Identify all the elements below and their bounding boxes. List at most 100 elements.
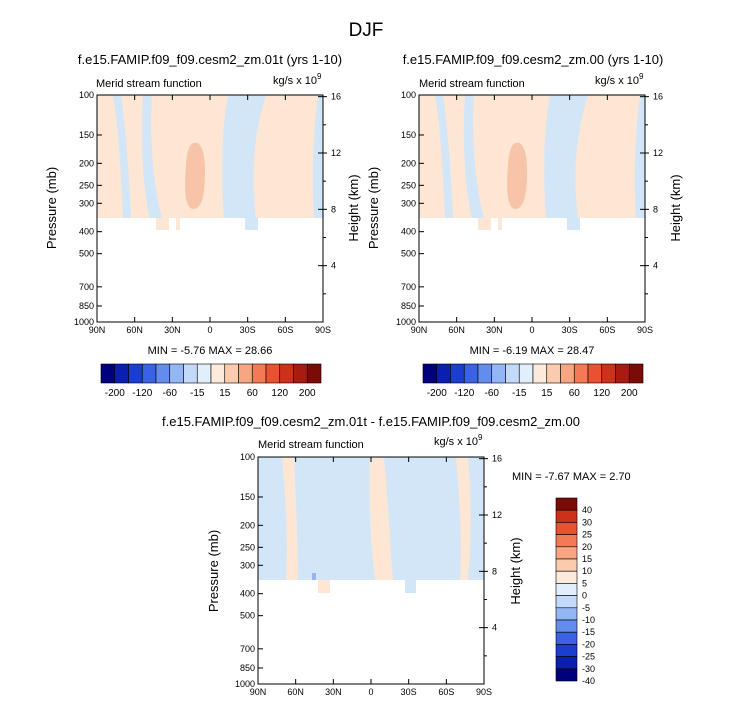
y-tick-label: 400 xyxy=(240,589,255,599)
y-tick-label: 150 xyxy=(240,492,255,502)
panel-2-units-base: kg/s x 10 xyxy=(595,75,639,87)
colorbar-label: 15 xyxy=(582,554,592,564)
colorbar-swatch xyxy=(169,363,184,384)
colorbar-swatch xyxy=(114,363,129,384)
contour-region-c-neg2 xyxy=(312,573,316,580)
contour-region-c-neg1 xyxy=(245,218,258,230)
colorbar-swatch xyxy=(155,363,171,384)
panel-3-plot: 90N 60N 30N 0 30S 60S 90S 100 150 200 250 300 400 500… xyxy=(235,452,502,697)
y-tick-label: 850 xyxy=(79,301,94,311)
colorbar-label: 20 xyxy=(582,542,592,552)
colorbar-swatch xyxy=(491,363,506,384)
colorbar-swatch xyxy=(210,363,226,384)
y-tick-label: 850 xyxy=(401,301,416,311)
colorbar-swatch xyxy=(183,363,198,384)
y-tick-label: 250 xyxy=(79,180,94,190)
contour-region-c-neg1 xyxy=(312,95,323,218)
y-tick-label: 250 xyxy=(401,180,416,190)
y2-tick-label: 16 xyxy=(492,454,502,464)
panel-1-left-label: Merid stream function xyxy=(96,78,202,90)
colorbar-swatch xyxy=(196,363,212,384)
panel-3-units-exp: 9 xyxy=(478,433,483,442)
colorbar-swatch xyxy=(555,631,578,645)
colorbar-label: -60 xyxy=(485,388,500,399)
y-tick-label: 500 xyxy=(401,249,416,259)
y2-tick-label: 8 xyxy=(492,566,497,576)
x-tick-label: 0 xyxy=(368,687,373,697)
y-tick-label: 200 xyxy=(401,158,416,168)
colorbar-label: 200 xyxy=(621,388,638,399)
panel-1-colorbar: -200 -120 -60 -15 15 60 120 200 xyxy=(100,363,322,399)
panel-2-left-label: Merid stream function xyxy=(419,78,525,90)
y-tick-label: 400 xyxy=(79,227,94,237)
colorbar-label: -200 xyxy=(427,388,447,399)
x-tick-label: 60N xyxy=(448,325,465,335)
contour-region-c-pos1 xyxy=(498,218,502,230)
x-tick-label: 90S xyxy=(315,325,331,335)
panel-1-units-base: kg/s x 10 xyxy=(273,75,317,87)
colorbar-swatch xyxy=(555,607,578,621)
colorbar-swatch xyxy=(555,509,578,523)
y-tick-label: 300 xyxy=(401,198,416,208)
y-tick-label: 150 xyxy=(401,130,416,140)
x-tick-label: 60S xyxy=(599,325,615,335)
colorbar-label: -25 xyxy=(582,652,595,662)
panel-1: f.e15.FAMIP.f09_f09.cesm2_zm.01t (yrs 1-… xyxy=(44,52,361,399)
x-tick-label: 60S xyxy=(277,325,293,335)
colorbar-label: 200 xyxy=(299,388,316,399)
colorbar-label: -5 xyxy=(582,603,590,613)
panel-1-ylabel: Pressure (mb) xyxy=(44,167,59,249)
colorbar-label: 15 xyxy=(219,388,231,399)
colorbar-swatch xyxy=(100,363,116,384)
colorbar-swatch xyxy=(555,546,578,560)
colorbar-swatch xyxy=(450,363,465,384)
y-tick-label: 250 xyxy=(240,542,255,552)
colorbar-label: -60 xyxy=(163,388,178,399)
colorbar-label: -15 xyxy=(512,388,527,399)
colorbar-label: 60 xyxy=(569,388,581,399)
colorbar-label: 5 xyxy=(582,578,587,588)
y-tick-label: 1000 xyxy=(396,317,416,327)
panel-2-units-exp: 9 xyxy=(639,72,644,81)
x-tick-label: 30S xyxy=(401,687,417,697)
colorbar-swatch xyxy=(238,363,253,384)
colorbar-label: -30 xyxy=(582,664,595,674)
colorbar-swatch xyxy=(555,522,578,535)
x-tick-label: 30S xyxy=(562,325,578,335)
panel-1-units: kg/s x 109 xyxy=(273,72,322,87)
x-tick-label: 0 xyxy=(207,325,212,335)
colorbar-label: 15 xyxy=(541,388,553,399)
colorbar-label: 40 xyxy=(582,505,592,515)
contour-region-c-neg1 xyxy=(435,95,453,218)
panel-1-y2label: Height (km) xyxy=(346,174,361,241)
colorbar-label: 30 xyxy=(582,517,592,527)
colorbar-swatch xyxy=(560,363,575,384)
colorbar-label: 60 xyxy=(247,388,259,399)
x-tick-label: 90S xyxy=(476,687,492,697)
x-tick-label: 30N xyxy=(486,325,503,335)
contour-region-bg-pos1 xyxy=(419,95,645,218)
y2-tick-label: 12 xyxy=(331,148,341,158)
colorbar-swatch xyxy=(518,363,534,384)
x-tick-label: 30S xyxy=(240,325,256,335)
colorbar-swatch xyxy=(477,363,493,384)
panel-2-colorbar: -200 -120 -60 -15 15 60 120 200 xyxy=(422,363,644,399)
y-tick-label: 300 xyxy=(79,198,94,208)
y-tick-label: 1000 xyxy=(235,679,255,689)
panel-3-title: f.e15.FAMIP.f09_f09.cesm2_zm.01t - f.e15… xyxy=(162,414,580,429)
y-tick-label: 850 xyxy=(240,663,255,673)
y-tick-label: 100 xyxy=(240,452,255,462)
colorbar-label: -200 xyxy=(105,388,125,399)
y-tick-label: 100 xyxy=(401,90,416,100)
y-tick-label: 700 xyxy=(79,282,94,292)
panel-1-stats: MIN = -5.76 MAX = 28.66 xyxy=(148,345,273,357)
panel-1-plot: 90N 60N 30N 0 30S 60S 90S 100 150 200 250 300 400 500… xyxy=(74,90,341,335)
colorbar-swatch xyxy=(306,363,322,384)
x-tick-label: 60N xyxy=(287,687,304,697)
colorbar-swatch xyxy=(505,363,520,384)
contour-region-c-pos1 xyxy=(478,218,491,230)
y2-tick-label: 8 xyxy=(331,204,336,214)
colorbar-swatch xyxy=(422,363,438,384)
colorbar-label: -15 xyxy=(582,627,595,637)
x-tick-label: 90S xyxy=(637,325,653,335)
